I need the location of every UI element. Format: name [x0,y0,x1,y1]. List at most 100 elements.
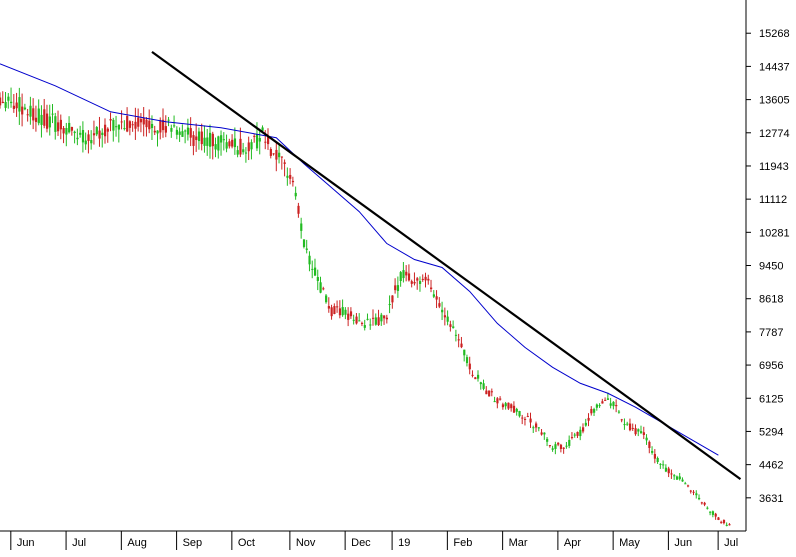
x-tick-label: Apr [564,537,581,549]
candle-body [518,411,521,417]
candle-body [695,493,698,496]
candle-body [4,101,7,108]
candle-body [662,464,665,466]
candle-body [432,294,435,297]
candle-body [507,402,510,409]
candle-body [617,411,621,413]
candle-body [499,398,502,400]
candle-body [471,374,474,376]
candle-body [54,116,57,132]
candle-body [546,438,549,442]
y-tick-label: 6956 [759,360,783,372]
candle-body [593,409,596,413]
candle-body [45,113,49,129]
candle-body [242,149,245,153]
candle-body [322,288,325,290]
candle-body [385,317,389,320]
candle-body [300,223,303,231]
candle-body [540,432,543,435]
x-tick-label: Mar [509,537,528,549]
candle-body [413,281,416,284]
candle-body [454,334,458,336]
y-tick-label: 6125 [759,393,783,405]
candle-body [247,142,250,152]
y-tick-label: 3631 [759,493,783,505]
candle-body [126,116,129,132]
candle-body [667,468,670,474]
candle-body [278,152,281,158]
candle-body [535,423,538,428]
candle-body [521,417,524,419]
candle-body [184,130,187,132]
candle-body [452,326,455,328]
candle-body [12,105,16,109]
candle-body [548,445,552,447]
candle-body [48,116,51,128]
candle-body [648,441,651,448]
candle-body [225,142,228,149]
candle-body [410,281,413,284]
candle-body [181,131,184,137]
candle-body [700,502,703,504]
moving-average-line [0,63,719,456]
candle-body [576,432,579,436]
candle-body [90,140,93,144]
candle-body [418,281,422,284]
candle-body [722,520,726,524]
candle-body [399,272,402,281]
candle-body [698,497,701,500]
y-tick-label: 11943 [759,161,789,173]
candle-body [101,132,104,136]
candle-body [678,476,681,480]
candle-body [653,453,657,459]
candle-body [532,427,535,429]
y-axis: 15268 14437 13605 12774 11943 11112 10281 9450 8… [745,0,790,531]
candle-body [253,135,256,137]
candle-body [200,131,203,145]
candle-body [95,127,98,135]
candle-body [703,502,706,505]
candle-body [579,429,582,437]
candle-body [427,278,430,281]
candle-body [360,322,364,324]
candle-body [443,315,447,318]
candle-body [145,119,148,128]
x-tick-label: Jul [72,537,86,549]
candle-body [280,156,284,158]
candle-body [167,119,170,121]
candle-body [551,448,554,450]
candle-body [195,136,198,141]
candle-body [203,137,206,146]
candle-body [347,313,350,320]
candle-body [325,295,328,303]
candle-body [670,473,673,475]
candle-body [275,149,278,160]
candle-body [68,122,71,133]
candle-body [65,128,68,135]
y-tick-label: 8618 [759,294,783,306]
candle-body [175,129,179,135]
candle-body [584,422,587,426]
candle-body [465,357,469,364]
candle-body [598,405,601,407]
candle-body [358,320,361,322]
candle-body [515,408,518,412]
candle-body [640,431,643,433]
candle-body [21,106,24,115]
candle-body [416,278,419,281]
candle-body [267,135,270,145]
candle-body [1,101,4,104]
x-tick-label: Feb [453,537,472,549]
candle-body [615,404,618,407]
candle-body [383,315,386,319]
candle-body [23,107,27,110]
candle-body [302,239,306,247]
candle-body [424,276,427,281]
candle-body [673,475,676,477]
candle-body [488,390,491,397]
candle-body [684,483,687,485]
candle-body [380,314,383,322]
candle-body [137,117,140,127]
y-tick-label: 5294 [759,426,783,438]
plot-area [0,51,742,527]
